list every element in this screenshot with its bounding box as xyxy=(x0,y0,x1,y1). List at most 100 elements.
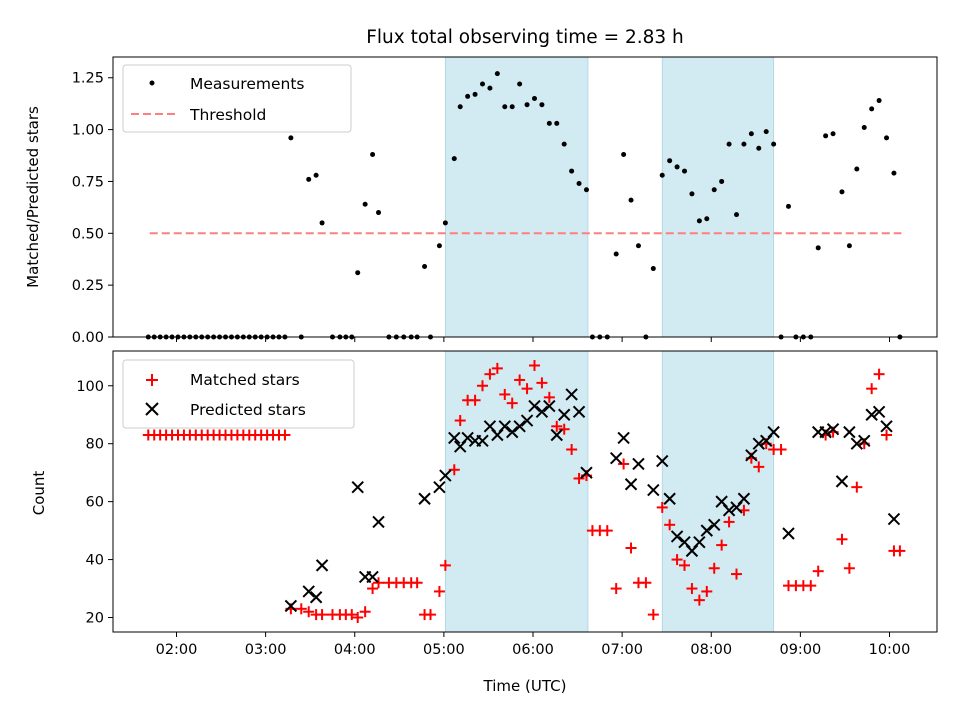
measurement-point xyxy=(726,141,732,147)
predicted-star-marker xyxy=(366,570,379,584)
predicted-star-marker xyxy=(819,425,832,439)
predicted-star-marker xyxy=(505,425,519,439)
measurement-point xyxy=(815,245,821,251)
measurement-point xyxy=(554,120,560,126)
legend-predicted-marker xyxy=(145,402,159,416)
x-tick-label: 03:00 xyxy=(245,642,287,658)
matched-star-marker xyxy=(664,519,676,531)
bottom-plot-frame xyxy=(112,350,938,633)
measurement-point xyxy=(613,251,619,257)
measurement-point xyxy=(436,243,442,249)
matched-star-marker xyxy=(543,391,555,403)
matched-star-marker xyxy=(618,458,630,470)
measurement-point xyxy=(756,145,762,151)
matched-star-marker xyxy=(454,415,466,427)
measurement-point xyxy=(785,203,791,209)
legend-matched-label: Matched stars xyxy=(190,371,300,389)
measurement-point xyxy=(457,104,463,110)
measurement-point xyxy=(319,220,325,226)
predicted-star-marker xyxy=(656,454,669,468)
matched-star-marker xyxy=(303,606,315,618)
predicted-star-marker xyxy=(670,530,684,543)
predicted-star-marker xyxy=(887,512,901,526)
matched-star-marker xyxy=(367,583,379,595)
measurement-point xyxy=(876,98,882,104)
matched-star-marker xyxy=(295,603,307,615)
y-tick-label: 40 xyxy=(86,553,104,569)
bottom-x-ticks: 02:00 03:00 04:00 05:00 06:00 07:00 08:00 09:00… xyxy=(156,632,910,658)
measurement-point xyxy=(576,181,582,187)
predicted-star-marker xyxy=(708,518,721,532)
y-tick-label: 80 xyxy=(86,437,104,453)
bottom-legend-box xyxy=(122,359,355,429)
y-tick-label: 0.50 xyxy=(72,226,104,242)
predicted-star-marker xyxy=(737,492,751,505)
bottom-y-ticks: 20 40 60 80 100 xyxy=(76,379,113,627)
measurement-point xyxy=(313,172,319,178)
matched-star-marker xyxy=(775,443,787,455)
matched-star-marker xyxy=(851,481,863,493)
matched-star-marker xyxy=(411,577,423,589)
predicted-star-marker xyxy=(520,414,534,427)
predicted-star-marker xyxy=(513,420,526,433)
top-shaded-regions xyxy=(444,56,775,338)
predicted-stars-points xyxy=(284,388,901,613)
matched-star-marker xyxy=(843,562,855,574)
measurement-point xyxy=(370,151,376,157)
x-tick-label: 05:00 xyxy=(423,642,465,658)
matched-star-marker xyxy=(881,429,893,441)
matched-star-marker xyxy=(506,397,518,409)
measurement-point xyxy=(696,218,702,224)
x-axis-label: Time (UTC) xyxy=(483,677,567,695)
y-tick-label: 0.00 xyxy=(72,330,104,346)
measurement-point xyxy=(869,106,875,112)
measurement-point xyxy=(704,216,710,222)
chart-title: Flux total observing time = 2.83 h xyxy=(366,27,684,48)
measurement-point xyxy=(741,141,747,147)
predicted-star-marker xyxy=(433,480,446,494)
legend-predicted-label: Predicted stars xyxy=(190,401,306,419)
matched-star-marker xyxy=(536,377,548,389)
top-y-axis-label: Matched/Predicted stars xyxy=(24,106,42,288)
matched-star-marker xyxy=(352,612,364,624)
top-panel: 0.00 0.25 0.50 0.75 1.00 1.25 Matched/Predict… xyxy=(24,56,938,346)
matched-stars-points xyxy=(142,359,906,624)
predicted-star-marker xyxy=(745,449,758,462)
predicted-star-marker xyxy=(351,480,364,494)
matched-star-marker xyxy=(873,368,885,380)
matched-star-marker xyxy=(640,577,652,589)
matched-star-marker xyxy=(812,565,824,577)
measurement-point xyxy=(509,104,515,110)
matched-star-marker xyxy=(731,568,743,580)
predicted-star-marker xyxy=(580,466,593,479)
x-tick-label: 02:00 xyxy=(156,642,198,658)
predicted-star-marker xyxy=(835,475,849,488)
predicted-star-marker xyxy=(535,405,549,419)
matched-star-marker xyxy=(425,609,437,621)
predicted-star-marker xyxy=(663,492,676,505)
predicted-star-marker xyxy=(880,420,893,433)
matched-star-marker xyxy=(601,525,613,537)
measurement-point xyxy=(524,102,530,108)
measurement-point xyxy=(479,81,485,87)
predicted-star-marker xyxy=(617,431,630,445)
predicted-star-marker xyxy=(693,535,706,549)
measurement-point xyxy=(734,212,740,218)
shaded-region xyxy=(661,350,775,633)
predicted-star-marker xyxy=(302,585,315,598)
predicted-star-marker xyxy=(372,515,385,529)
top-plot-frame xyxy=(112,56,938,338)
matched-star-marker xyxy=(373,577,385,589)
legend-threshold-label: Threshold xyxy=(189,106,266,124)
x-tick-label: 07:00 xyxy=(601,642,643,658)
matched-star-marker xyxy=(316,609,328,621)
measurement-point xyxy=(531,95,537,101)
x-tick-label: 09:00 xyxy=(779,642,821,658)
matched-star-marker xyxy=(836,533,848,545)
matched-star-marker xyxy=(359,606,371,618)
x-tick-label: 08:00 xyxy=(690,642,732,658)
predicted-star-marker xyxy=(700,524,714,537)
measurement-point xyxy=(689,191,695,197)
measurement-point xyxy=(422,263,428,269)
